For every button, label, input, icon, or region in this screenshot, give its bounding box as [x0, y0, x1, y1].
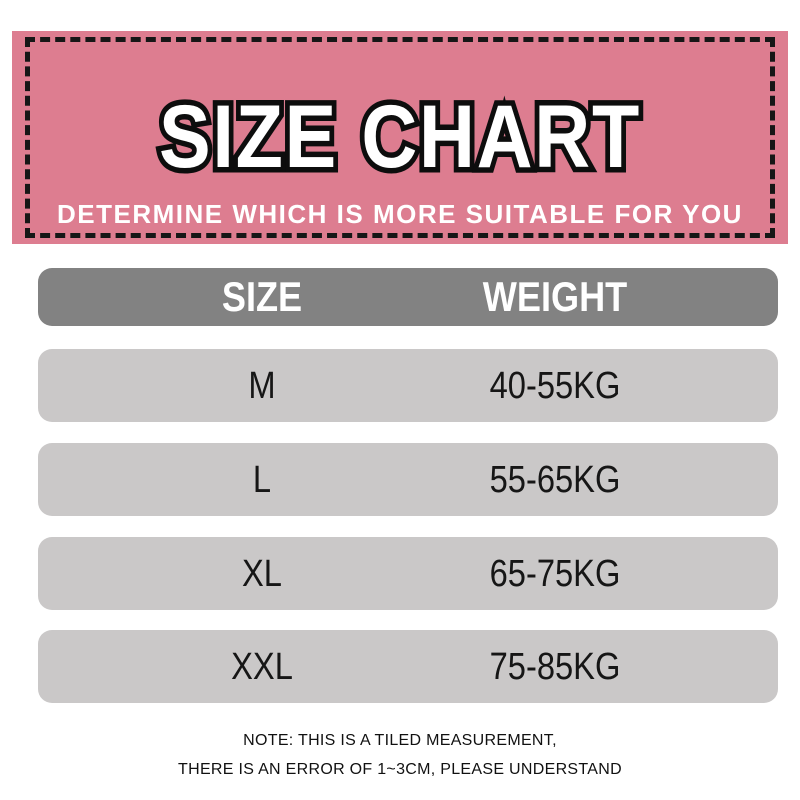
column-header-size: SIZE — [222, 273, 303, 320]
weight-cell: 75-85KG — [489, 645, 620, 688]
note-line-1: NOTE: THIS IS A TILED MEASUREMENT, — [243, 732, 557, 749]
promo-banner: SIZE CHART SIZE CHART DETERMINE WHICH IS… — [12, 31, 788, 244]
weight-cell: 40-55KG — [489, 364, 620, 407]
note: NOTE: THIS IS A TILED MEASUREMENT, THERE… — [0, 726, 800, 784]
note-line-2: THERE IS AN ERROR OF 1~3CM, PLEASE UNDER… — [178, 761, 622, 778]
table-header-row: SIZE WEIGHT — [38, 268, 778, 326]
size-cell: XL — [242, 552, 283, 595]
table-row: XL 65-75KG — [38, 537, 778, 610]
table-row: XXL 75-85KG — [38, 630, 778, 703]
size-cell: L — [253, 458, 272, 501]
weight-cell: 55-65KG — [489, 458, 620, 501]
table-row: M 40-55KG — [38, 349, 778, 422]
size-cell: M — [248, 364, 276, 407]
dashed-border — [25, 37, 775, 238]
title-fill-text: SIZE CHART — [159, 86, 641, 186]
size-cell: XXL — [231, 645, 294, 688]
size-chart-subtitle: DETERMINE WHICH IS MORE SUITABLE FOR YOU — [57, 199, 743, 229]
table-row: L 55-65KG — [38, 443, 778, 516]
column-header-weight: WEIGHT — [482, 273, 627, 320]
title-outline-text: SIZE CHART — [154, 86, 644, 186]
weight-cell: 65-75KG — [489, 552, 620, 595]
size-chart-title: SIZE CHART SIZE CHART — [62, 86, 737, 186]
